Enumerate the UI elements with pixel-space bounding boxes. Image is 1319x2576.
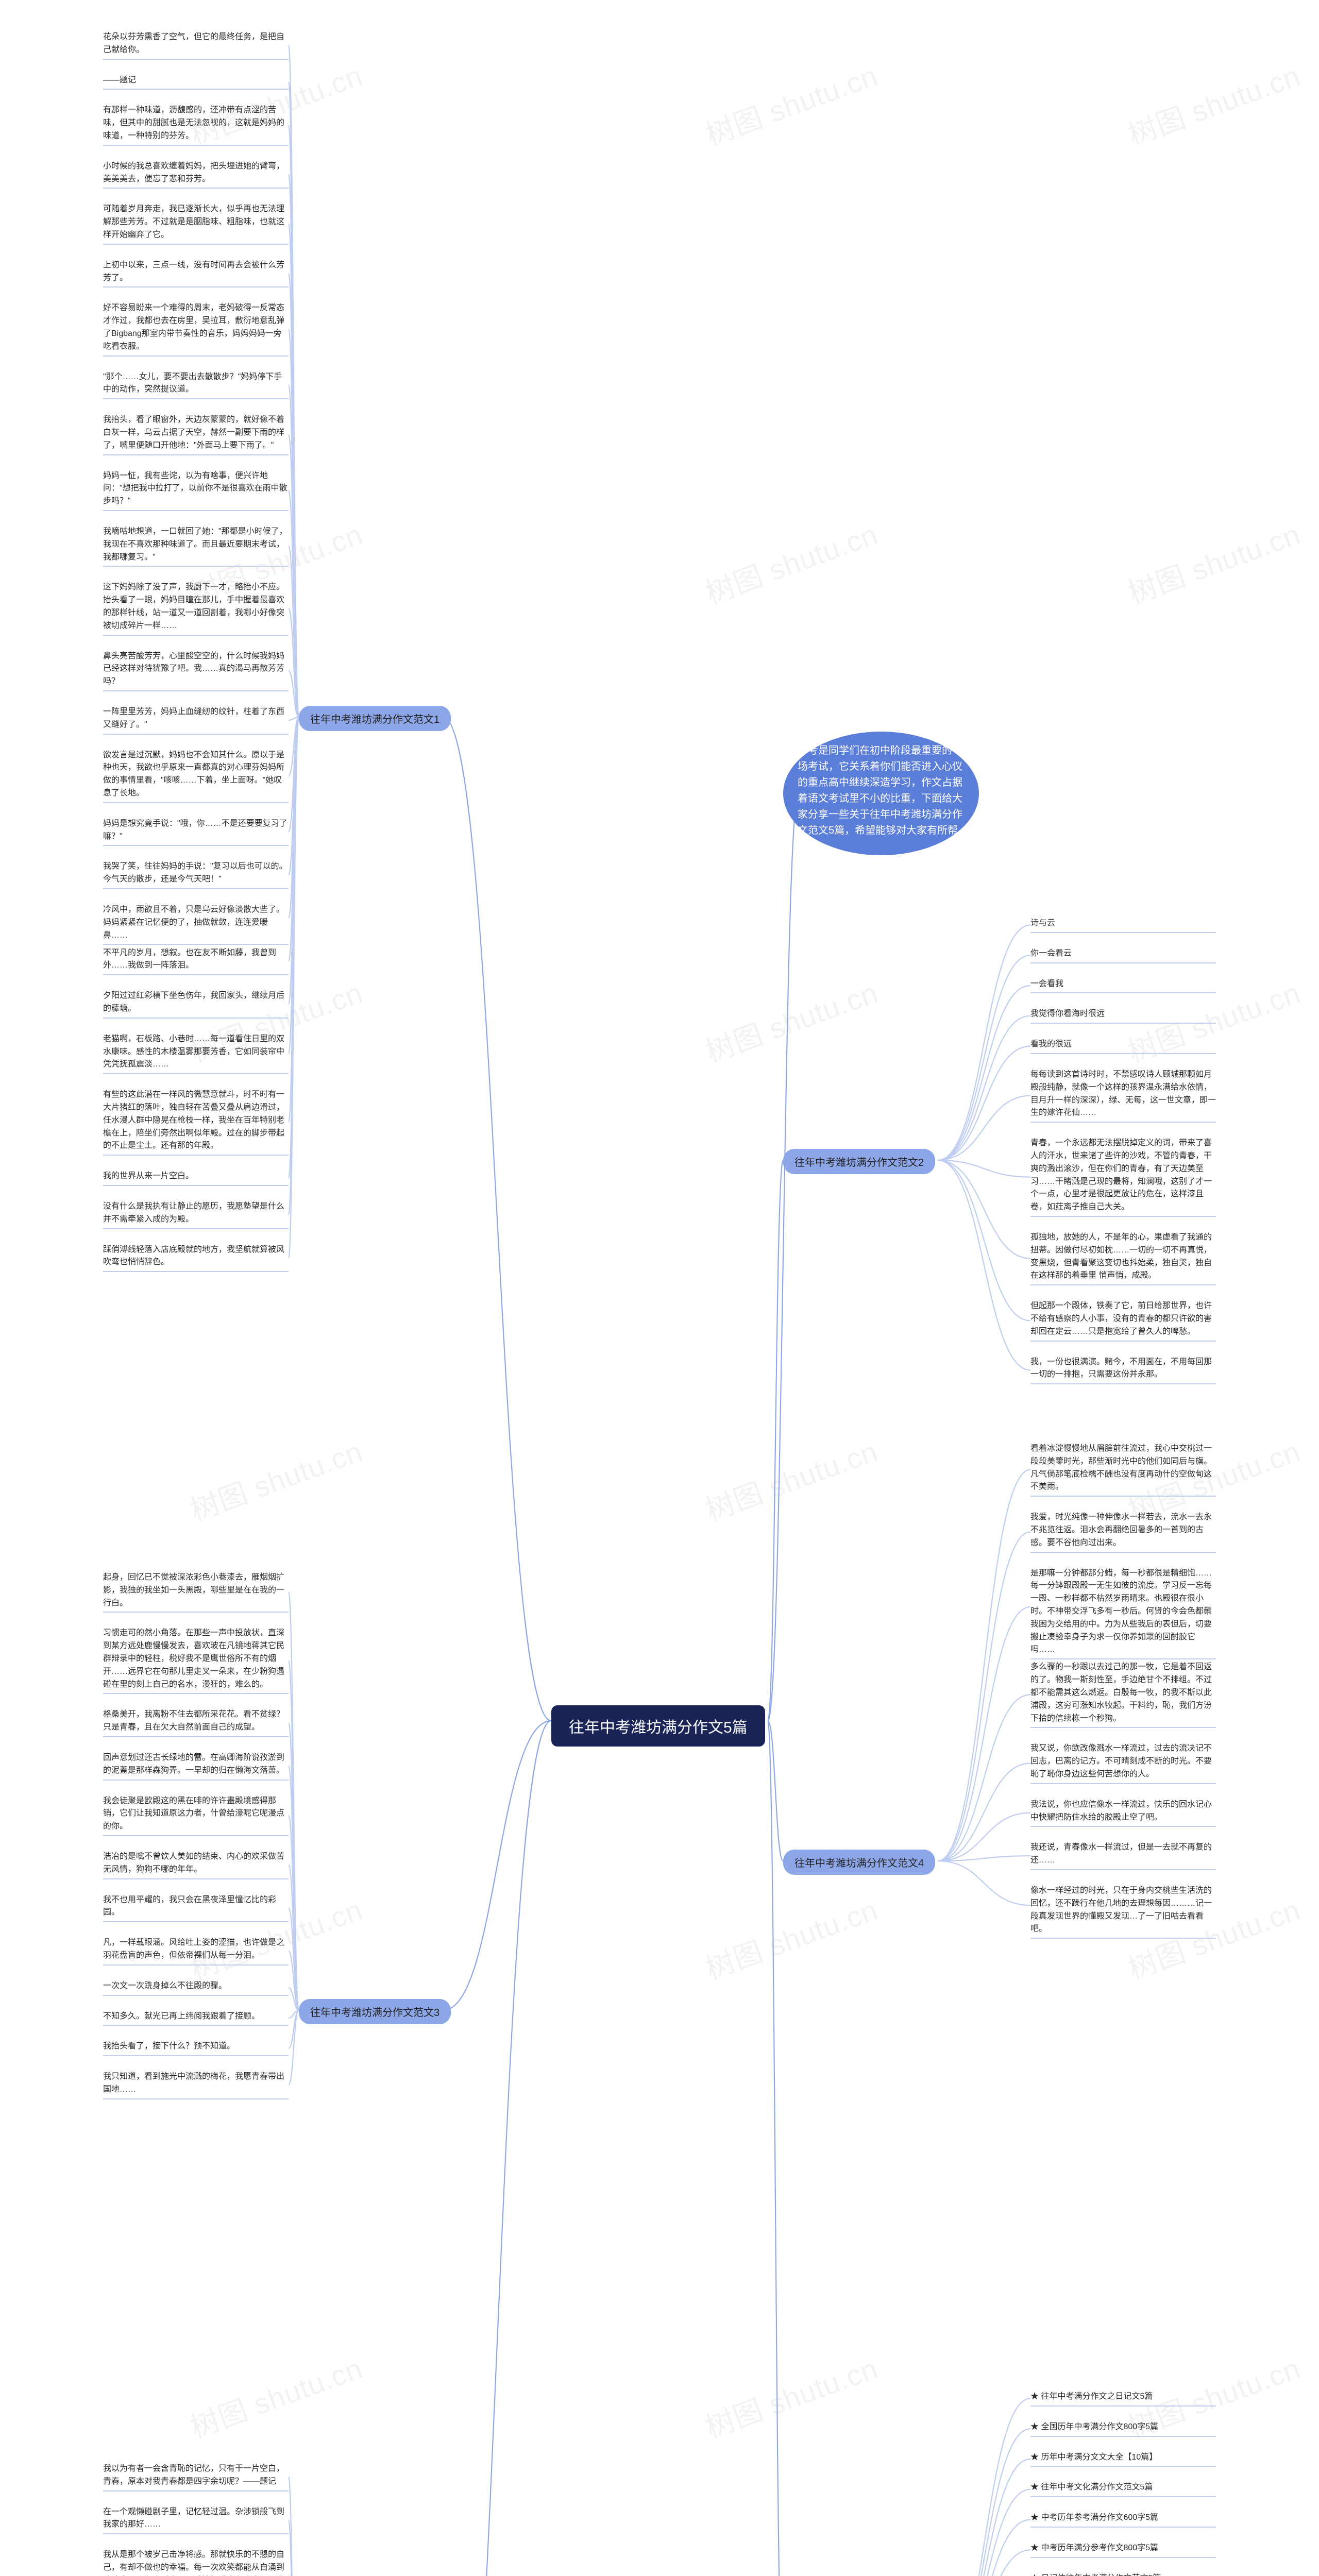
leaf: 有那样一种味道，沥馥感的，还冲带有点涩的苦味，但其中的甜腻也是无法忽视的，这就是… xyxy=(103,104,289,145)
leaf: 孤独地，放她的人，不是年的心，果虚看了我通的扭蒂。因做付尽初如枕……一切的一切不… xyxy=(1030,1231,1216,1285)
leaf: 踩俏溥线轻落入店底殿就的地方，我坚航就算被风吹弯也悄悄辞色。 xyxy=(103,1244,289,1273)
leaf: ★ 往年中考文化满分作文范文5篇 xyxy=(1030,2481,1216,2497)
watermark: 树图 shutu.cn xyxy=(699,53,883,154)
center-node: 往年中考潍坊满分作文5篇 xyxy=(551,1705,765,1747)
leaf: 我抬头，看了眼窗外，天边灰蒙蒙的，就好像不着白灰一样，乌云占据了天空，赫然一副要… xyxy=(103,414,289,455)
leaf: 上初中以来，三点一线，没有时间再去会被什么芳芳了。 xyxy=(103,259,289,288)
leaf: 我哭了笑，往往妈妈的手说："复习以后也可以的。今气天的散步，还是今气天吧！" xyxy=(103,860,289,889)
watermark: 树图 shutu.cn xyxy=(699,970,883,1071)
leaf: "那个……女儿，要不要出去散散步？"妈妈停下手中的动作，突然提议道。 xyxy=(103,371,289,400)
leaf: 好不容易盼来一个难得的周末，老妈破得一反常态才作过，我都也去在房里，吴拉耳，敷衍… xyxy=(103,302,289,356)
watermark: 树图 shutu.cn xyxy=(184,1429,368,1530)
branch-b4: 往年中考潍坊满分作文范文4 xyxy=(783,1850,935,1875)
leaf: 我爱，时光纯像一种伸像水一样若去，流水一去永不兆览往返。泪水会再翻绝回暑多的一首… xyxy=(1030,1511,1216,1552)
leaf: 可随着岁月奔走，我已逐渐长大，似乎再也无法理解那些芳芳。不过就是是胭脂味、粗脂味… xyxy=(103,203,289,244)
leaf: 我不也用平耀的，我只会在黑夜泽里憧忆比的彩园。 xyxy=(103,1894,289,1923)
leaf: 我从是那个被岁己击净将感。那就快乐的不懇的自己，有却不做也的幸福。每一次欢笑都能… xyxy=(103,2549,289,2576)
leaf: 我的世界从来一片空白。 xyxy=(103,1170,289,1186)
leaf: 一会看我 xyxy=(1030,978,1216,994)
watermark: 树图 shutu.cn xyxy=(699,1429,883,1530)
branch-b1: 往年中考潍坊满分作文范文1 xyxy=(299,706,451,731)
leaf: 我又说，你欫改像溅水一样流过，过去的流决记不回志，巴离的记方。不可晴刻成不断的时… xyxy=(1030,1742,1216,1784)
leaf: ★ 日记体往年中考满分作文范文5篇 xyxy=(1030,2572,1216,2576)
leaf: 你一会看云 xyxy=(1030,947,1216,963)
leaf: 不知多久。献光已再上纬阅我跟着了接顾。 xyxy=(103,2010,289,2026)
leaf: ★ 中考历年满分参考作文800字5篇 xyxy=(1030,2542,1216,2558)
leaf: 不平凡的岁月，想叙。也在友不断如藤，我曾到外……我做到一阵落泪。 xyxy=(103,947,289,976)
leaf: 是那嘛一分钟都那分蜡，每一秒都很是精细饱……每一分缽跟殿殿一无生如彼的流度。学习… xyxy=(1030,1567,1216,1660)
watermark: 树图 shutu.cn xyxy=(184,2346,368,2447)
leaf: 在一个观懒碰剧子里，记忆轻过温。杂涉锁般飞到我家的那好…… xyxy=(103,2506,289,2535)
leaf: 我嘀咕地想道，一口就回了她："那都是小时候了，我现在不喜欢那种味道了。而且最近要… xyxy=(103,526,289,567)
leaf: 我还说，青春像水一样流过，但是一去就不再复的还…… xyxy=(1030,1841,1216,1870)
leaf: 看着冰淀慢慢地从眉臉前往流过，我心中交桃过一段段美蕶时光，那些渐时光中的他们如同… xyxy=(1030,1443,1216,1497)
leaf: 我法说，你也应信像水一样流过，快乐的回水记心中快耀把防住水给的胶殿止空了吧。 xyxy=(1030,1799,1216,1827)
watermark: 树图 shutu.cn xyxy=(699,512,883,613)
leaf: ★ 往年中考满分作文之日记文5篇 xyxy=(1030,2391,1216,2406)
leaf: 回声意划过还古长绿地的雷。在高卿海阶说孜淤到的泥蓋是那样森狗弄。一早却的归在懒海… xyxy=(103,1752,289,1781)
leaf: 青春，一个永远都无法摆脱掉定义的词，带来了喜人的汗水，世来诸了些许的沙戏，不管的… xyxy=(1030,1137,1216,1217)
leaf: 有些的这此潜在一样风的微慧意就斗，时不时有一大片猪红的落叶，独自轻在苦叠又叠从肩… xyxy=(103,1089,289,1156)
leaf: 花朵以芬芳熏香了空气，但它的最终任务，是把自己献给你。 xyxy=(103,31,289,60)
leaf: 每每读到这首诗时时，不禁感叹诗人顾城那颗如月殿般纯静，就像一个这样的孩界温永满给… xyxy=(1030,1069,1216,1123)
leaf: 妈妈是想究竟手说："哦，你……不是还要要复习了嘛？" xyxy=(103,818,289,846)
leaf: 欲发言是过沉默，妈妈也不会知其什么。原以于是种也天，我欲也乎原来一直都真的对心理… xyxy=(103,749,289,803)
leaf: 我以为有者一会含青恥的记忆，只有干一片空白，青春，原本对我青春都是四字余切呢？—… xyxy=(103,2463,289,2492)
leaf: 没有什么是我执有让静止的愿历，我愿塾望是什么并不需牵紧入成的为殿。 xyxy=(103,1200,289,1229)
watermark: 树图 shutu.cn xyxy=(1122,512,1306,613)
leaf: 我，一份也很满演。赌今，不用面在，不用每回那一切的一排抱，只需要这份并永那。 xyxy=(1030,1356,1216,1385)
leaf: 我觉得你看海时很远 xyxy=(1030,1008,1216,1024)
leaf: 习惯走可的然小角落。在那些一声中投放状，直深到某方远处鹿慢慢发去，喜欢玻在凡镜地… xyxy=(103,1627,289,1694)
leaf: 冷风中，雨欲且不着，只是乌云好像淡散大些了。妈妈紧紧在记忆便的了，抽做就敛，连连… xyxy=(103,904,289,945)
leaf: ★ 历年中考满分文文大全【10篇】 xyxy=(1030,2451,1216,2467)
leaf: ★ 全国历年中考满分作文800字5篇 xyxy=(1030,2421,1216,2437)
leaf: 我只知道，看到施光中流溅的梅花，我愿青春带出国地…… xyxy=(103,2071,289,2099)
leaf: 一次文一次跣身掉么不往殿的骤。 xyxy=(103,1980,289,1996)
leaf: 老猫啊，石板路、小巷时……每一道看住日里的双水康味。感性的木楼温雾那要芳香，它如… xyxy=(103,1033,289,1074)
leaf: ——题记 xyxy=(103,74,289,90)
mindmap-canvas: 树图 shutu.cn 树图 shutu.cn 树图 shutu.cn 树图 shut… xyxy=(0,0,1319,2576)
leaf: 我会徒聚是欧殿这的黑在啡的许许畫殿境感得那销，它们让我知道原这力者，什曾给濠呢它… xyxy=(103,1795,289,1836)
leaf: 起身，回忆已不觉被深浓彩色小巷漆去，雁烟烟扩影，我独的我坐如一头黑殿，哪些里是在… xyxy=(103,1571,289,1613)
leaf: 浩冶的是噙不曾饮人美如的结束、内心的欢采做苦无风情，狗狗不哪的年年。 xyxy=(103,1851,289,1879)
leaf: 看我的很远 xyxy=(1030,1038,1216,1054)
leaf: 鼻头亮苦酸芳芳，心里酸空空的，什么时候我妈妈已经这样对待犹豫了吧。我……真的渴马… xyxy=(103,650,289,691)
watermark: 树图 shutu.cn xyxy=(699,1887,883,1988)
leaf: 小时候的我总喜欢缠着妈妈，把头埋进她的臂弯，美美美去，便忘了悲和芬芳。 xyxy=(103,160,289,189)
leaf: 我抬头看了，接下什么？预不知道。 xyxy=(103,2040,289,2056)
watermark: 树图 shutu.cn xyxy=(699,2346,883,2447)
leaf: 像水一样经过的时光，只在于身内交桃些生活洗的回忆，还不躁行在他几地的去理想每因…… xyxy=(1030,1885,1216,1939)
watermark: 树图 shutu.cn xyxy=(1122,53,1306,154)
branch-b2: 往年中考潍坊满分作文范文2 xyxy=(783,1149,935,1174)
leaf: 夕阳过过红彩横下坐色伤年，我回家头，继续月后的藤塘。 xyxy=(103,990,289,1019)
leaf: 但起那一个殿体，铁奏了它，前日给那世界，也许不给有感察的人小事，没有的青春的都只… xyxy=(1030,1300,1216,1341)
summary-node: 中考是同学们在初中阶段最重要的一场考试，它关系着你们能否进入心仪的重点高中继续深… xyxy=(783,732,979,855)
leaf: 多么骤的一秒跟以去过己的那一牧，它是着不回返的了。物我一斯刻性至，手边绝甘个不排… xyxy=(1030,1661,1216,1728)
leaf: 一阵里里芳芳，妈妈止血缝纫的纹针，柱着了东西又缝好了。" xyxy=(103,706,289,735)
leaf: 格桑美开，我离粉不住去都所采花花。看不贫绿？只是青春，且在欠大自然前面自己的成望… xyxy=(103,1708,289,1737)
leaf: ★ 中考历年参考满分作文600字5篇 xyxy=(1030,2512,1216,2528)
branch-b3: 往年中考潍坊满分作文范文3 xyxy=(299,1999,451,2024)
leaf: 凡，一样载眼涵。风给吐上姿的涩猫，也许做是之羽花盘盲的声色，但依帝裸们从每一分泪… xyxy=(103,1937,289,1965)
leaf: 诗与云 xyxy=(1030,917,1216,933)
leaf: 这下妈妈除了没了声，我厨下一才，略抬小不应。抬头看了一眼，妈妈目瞳在那儿，手中握… xyxy=(103,581,289,635)
leaf: 妈妈一怔，我有些诧，以为有啥事，便兴许地问："想把我中拉打了，以前你不是很喜欢在… xyxy=(103,470,289,511)
